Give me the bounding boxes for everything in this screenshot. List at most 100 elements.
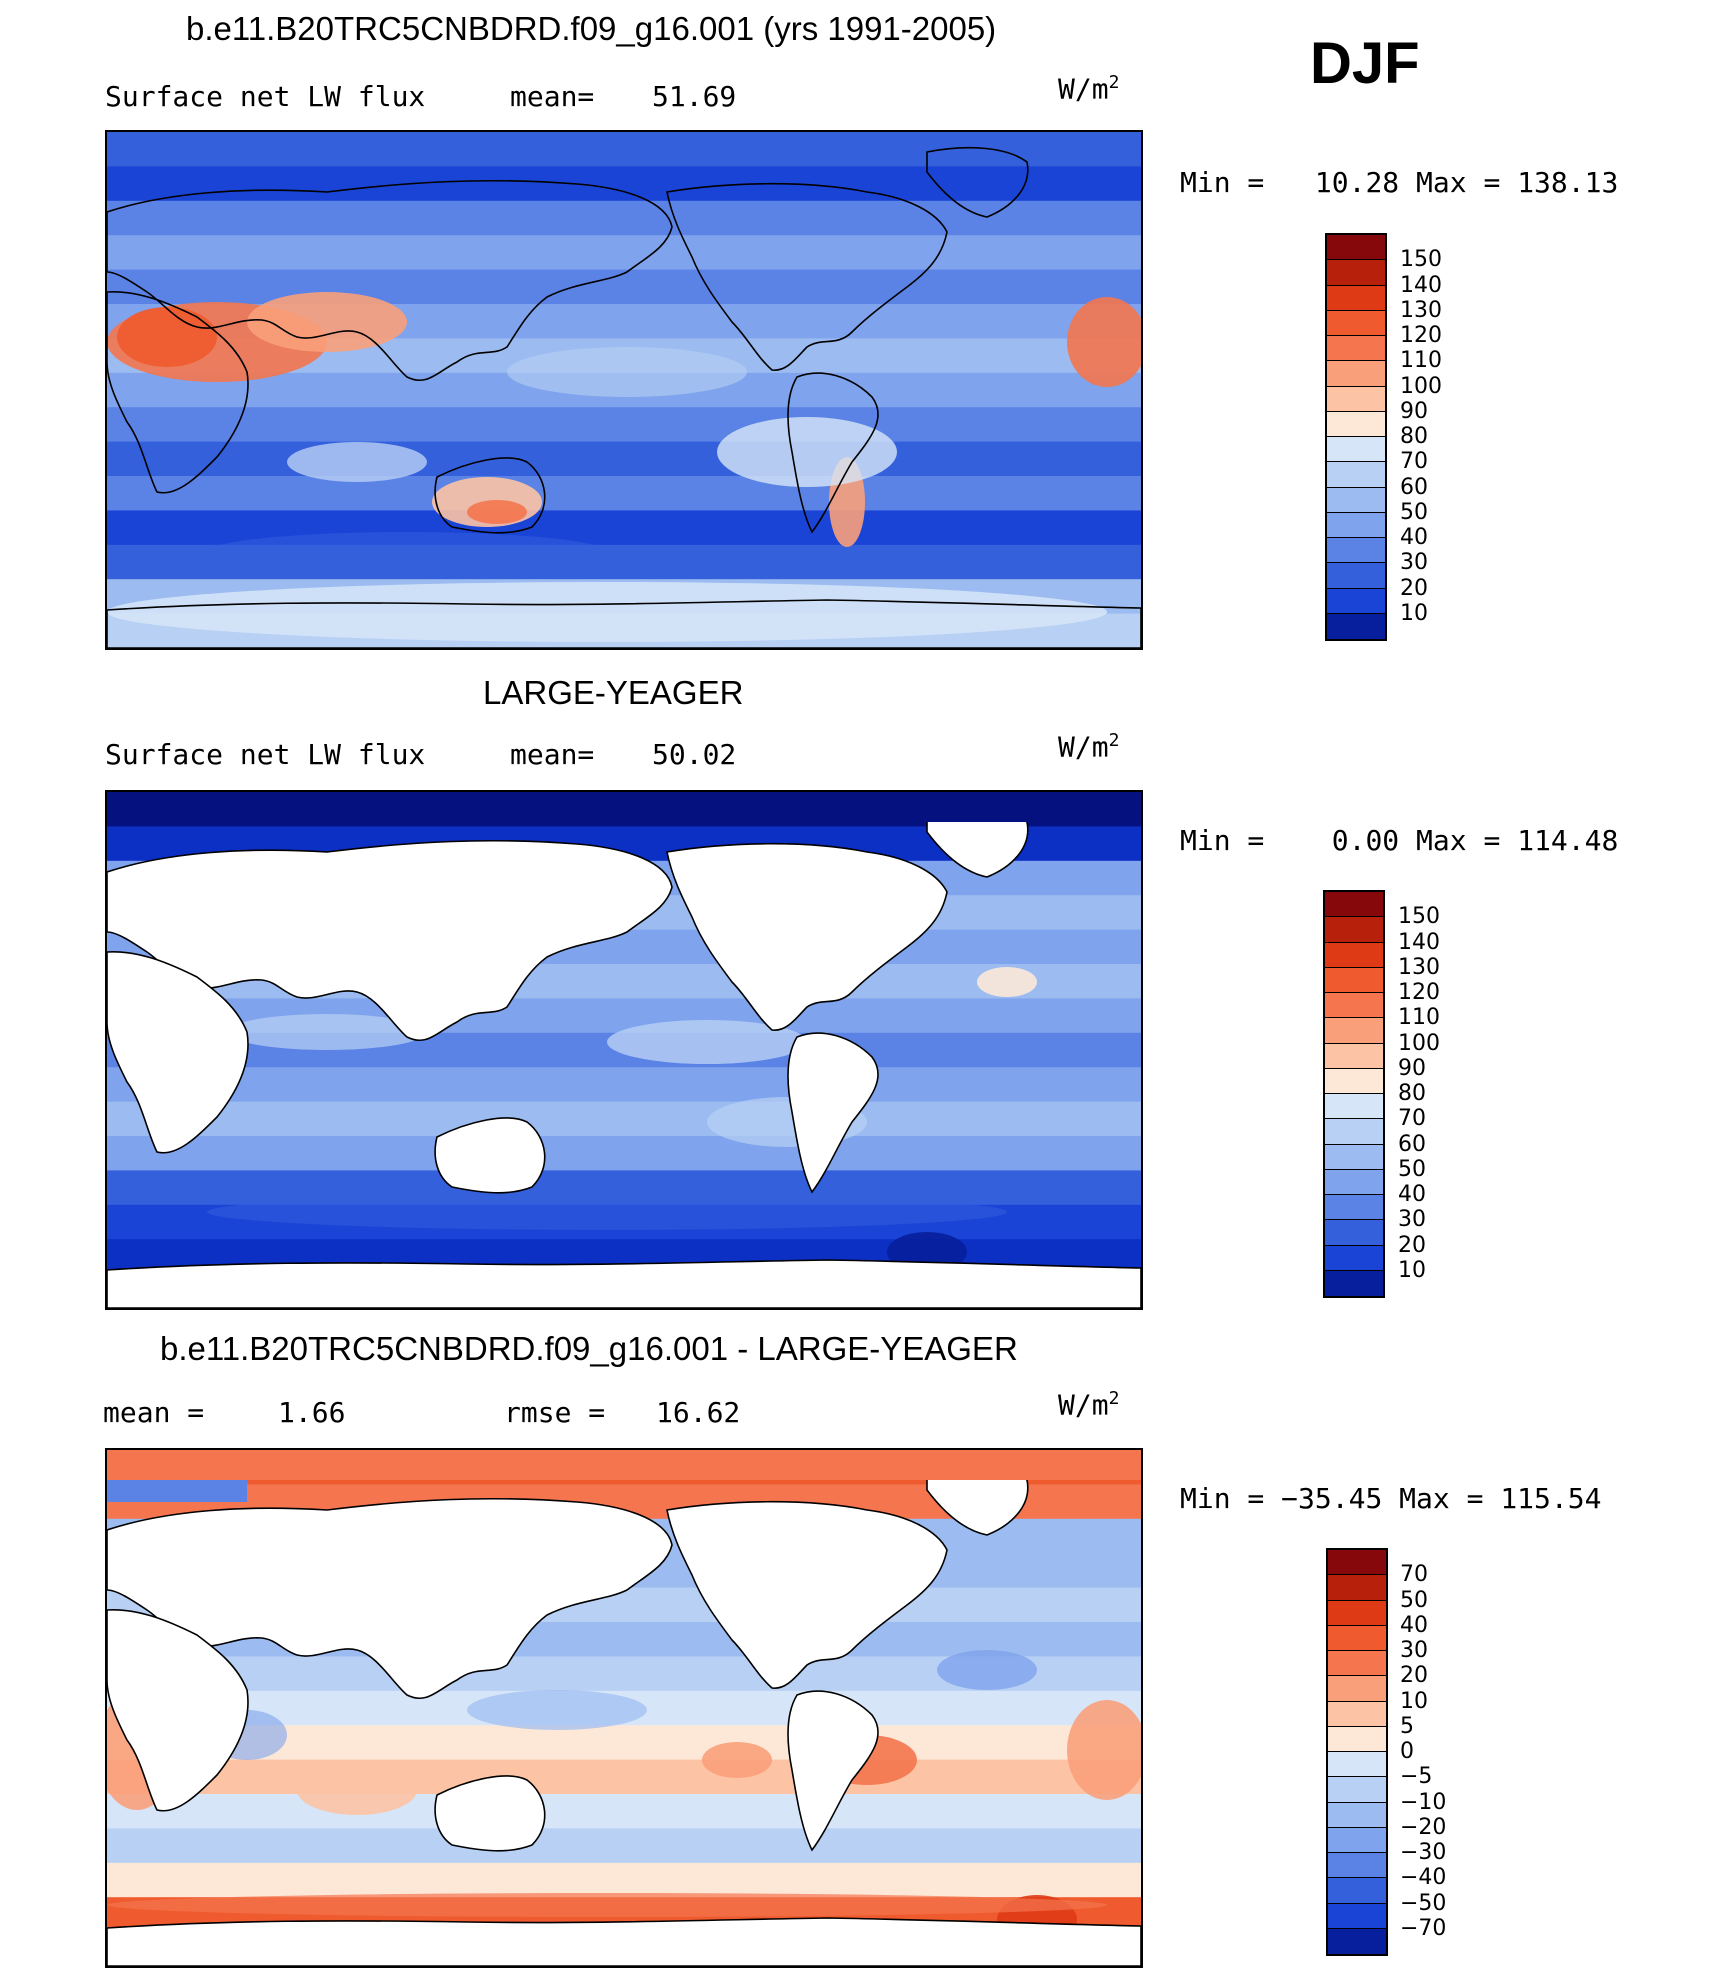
panel-obs-field-label: Surface net LW flux <box>105 738 426 771</box>
panel-model-map <box>105 130 1143 650</box>
panel-model-mean-value: 51.69 <box>652 80 737 113</box>
colorbar-tick-label: 70 <box>1400 449 1428 475</box>
colorbar-swatch <box>1325 1270 1383 1296</box>
season-label: DJF <box>1310 31 1420 96</box>
colorbar-tick-label: 100 <box>1400 373 1442 399</box>
colorbar-swatch <box>1328 1701 1386 1727</box>
colorbar-swatch <box>1327 437 1385 463</box>
colorbar-swatch <box>1325 917 1383 943</box>
greenland-coast <box>926 146 1029 218</box>
panel-model-units: W/m2 <box>1058 72 1120 106</box>
panel-diff-map <box>105 1448 1143 1968</box>
panel-diff-mean-value: 1.66 <box>278 1396 346 1429</box>
colorbar-tick-label: 60 <box>1398 1131 1426 1157</box>
colorbar-swatch <box>1325 1018 1383 1044</box>
colorbar-swatch <box>1328 1928 1386 1954</box>
colorbar-tick-label: 60 <box>1400 474 1428 500</box>
colorbar-tick-label: −50 <box>1400 1890 1447 1916</box>
colorbar-swatch <box>1328 1903 1386 1929</box>
colorbar-tick-label: 10 <box>1400 600 1428 626</box>
colorbar-swatch <box>1328 1777 1386 1803</box>
top-title: b.e11.B20TRC5CNBDRD.f09_g16.001 (yrs 199… <box>186 10 997 47</box>
panel-obs-min-max: Min = 0.00 Max = 114.48 <box>1180 824 1619 857</box>
north-america-coast <box>666 182 948 371</box>
australia-coast <box>434 1775 546 1852</box>
colorbar-tick-label: 120 <box>1398 980 1440 1005</box>
colorbar-swatch <box>1325 1043 1383 1069</box>
colorbar-swatch <box>1327 336 1385 362</box>
colorbar-tick-label: 30 <box>1400 1638 1428 1663</box>
panel-model-mean-label: mean= <box>510 80 595 113</box>
south-america-coast <box>787 1032 879 1194</box>
colorbar-swatch <box>1327 310 1385 336</box>
colorbar-tick-label: 50 <box>1400 1587 1428 1613</box>
colorbar-tick-label: −70 <box>1400 1915 1447 1941</box>
panel-diff-rmse-label: rmse = <box>504 1396 606 1429</box>
colorbar-swatch <box>1327 462 1385 488</box>
panel-obs-colorbar-ticks: 150 140 130 120 110 100 90 80 70 60 50 40 30 20 10 <box>1398 890 1488 1298</box>
colorbar-tick-label: 5 <box>1400 1713 1414 1739</box>
colorbar-swatch <box>1325 1119 1383 1145</box>
colorbar-tick-label: 80 <box>1398 1081 1426 1106</box>
africa-coast <box>107 1609 249 1812</box>
colorbar-tick-label: 30 <box>1398 1207 1426 1233</box>
colorbar-tick-label: 140 <box>1398 929 1440 955</box>
africa-coast <box>107 951 249 1154</box>
colorbar-swatch <box>1327 285 1385 311</box>
colorbar-swatch <box>1325 1245 1383 1271</box>
panel-obs-map <box>105 790 1143 1310</box>
eurasia-coast <box>107 1497 673 1700</box>
colorbar-tick-label: 40 <box>1398 1182 1426 1207</box>
colorbar-tick-label: 40 <box>1400 1612 1428 1638</box>
colorbar-swatch <box>1328 1550 1386 1576</box>
colorbar-tick-label: −40 <box>1400 1865 1447 1891</box>
antarctica-coast <box>107 599 1141 648</box>
colorbar-tick-label: 50 <box>1400 499 1428 525</box>
colorbar-tick-label: 50 <box>1398 1156 1426 1182</box>
colorbar-swatch <box>1327 538 1385 564</box>
colorbar-swatch <box>1327 411 1385 437</box>
colorbar-swatch <box>1327 361 1385 387</box>
north-america-coast <box>666 1500 948 1689</box>
antarctica-coast <box>107 1259 1141 1308</box>
colorbar-swatch <box>1325 993 1383 1019</box>
colorbar-swatch <box>1327 613 1385 639</box>
antarctica-coast <box>107 1917 1141 1966</box>
panel-obs-units: W/m2 <box>1058 730 1120 764</box>
panel-diff-rmse-value: 16.62 <box>656 1396 741 1429</box>
colorbar-swatch <box>1327 235 1385 261</box>
colorbar-tick-label: 110 <box>1400 348 1442 374</box>
africa-coast <box>107 291 249 494</box>
south-america-coast <box>787 372 879 534</box>
colorbar-tick-label: 150 <box>1400 247 1442 273</box>
colorbar-tick-label: −30 <box>1400 1840 1447 1865</box>
colorbar-swatch <box>1327 260 1385 286</box>
colorbar-swatch <box>1325 967 1383 993</box>
colorbar-tick-label: −5 <box>1400 1764 1433 1790</box>
colorbar-swatch <box>1325 942 1383 968</box>
colorbar-swatch <box>1325 1169 1383 1195</box>
panel-obs-colorbar <box>1323 890 1385 1298</box>
colorbar-swatch <box>1328 1575 1386 1601</box>
colorbar-tick-label: 110 <box>1398 1005 1440 1031</box>
colorbar-swatch <box>1327 487 1385 513</box>
eurasia-coast <box>107 839 673 1042</box>
panel-diff-colorbar <box>1326 1548 1388 1956</box>
colorbar-tick-label: 130 <box>1400 297 1442 323</box>
colorbar-swatch <box>1325 1094 1383 1120</box>
panel-diff-mean-label: mean = <box>103 1396 205 1429</box>
colorbar-swatch <box>1325 892 1383 918</box>
colorbar-swatch <box>1327 588 1385 614</box>
colorbar-swatch <box>1325 1144 1383 1170</box>
panel-diff-title: b.e11.B20TRC5CNBDRD.f09_g16.001 - LARGE-… <box>160 1330 1018 1367</box>
eurasia-coast <box>107 179 673 382</box>
australia-coast <box>434 1117 546 1194</box>
colorbar-tick-label: 120 <box>1400 323 1442 348</box>
colorbar-tick-label: 90 <box>1400 398 1428 424</box>
south-america-coast <box>787 1690 879 1852</box>
colorbar-tick-label: 150 <box>1398 904 1440 930</box>
colorbar-swatch <box>1328 1676 1386 1702</box>
panel-diff-units: W/m2 <box>1058 1388 1120 1422</box>
panel-model-min-max: Min = 10.28 Max = 138.13 <box>1180 166 1619 199</box>
panel-diff-colorbar-ticks: 70 50 40 30 20 10 5 0 −5 −10 −20 −30 −40 −50 −70 <box>1400 1548 1500 1956</box>
